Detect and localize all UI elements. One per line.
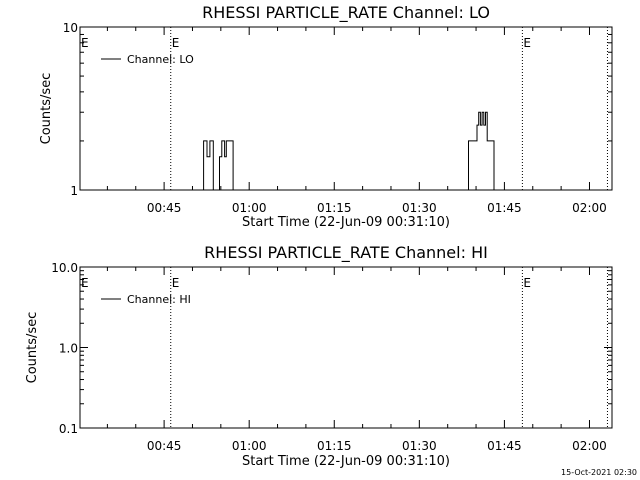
x-axis-label: Start Time (22-Jun-09 00:31:10): [242, 454, 450, 469]
x-tick-label: 01:45: [487, 201, 522, 215]
legend-label: Channel: LO: [127, 53, 194, 66]
x-tick-label: 01:45: [487, 439, 522, 453]
x-tick-label: 01:30: [402, 439, 437, 453]
y-tick-label: 1: [70, 184, 78, 198]
x-tick-label: 00:45: [147, 201, 182, 215]
y-tick-label: 10.0: [51, 261, 78, 275]
y-axis-label: Counts/sec: [39, 73, 54, 145]
event-label: E: [172, 276, 180, 290]
event-label: E: [523, 276, 531, 290]
series-line: [203, 111, 495, 191]
plot-frame: [79, 266, 613, 429]
plot-frame: [79, 26, 613, 191]
x-axis-label: Start Time (22-Jun-09 00:31:10): [242, 215, 450, 230]
panel-2: RHESSI PARTICLE_RATE Channel: HI E E E 00:45…: [25, 243, 613, 469]
panel-1: RHESSI PARTICLE_RATE Channel: LO E E E 00:45…: [39, 3, 613, 230]
y-tick-label: 0.1: [59, 422, 78, 436]
x-tick-label: 02:00: [572, 201, 607, 215]
event-label: E: [172, 36, 180, 50]
chart-title: RHESSI PARTICLE_RATE Channel: HI: [204, 243, 488, 263]
event-label: E: [81, 36, 89, 50]
y-tick-label: 1.0: [59, 342, 78, 356]
event-label: E: [523, 36, 531, 50]
y-axis-label: Counts/sec: [25, 312, 40, 384]
x-tick-label: 02:00: [572, 439, 607, 453]
x-tick-label: 00:45: [147, 439, 182, 453]
x-tick-label: 01:15: [317, 439, 352, 453]
legend-label: Channel: HI: [127, 293, 191, 306]
y-tick-label: 10: [63, 21, 78, 35]
x-tick-label: 01:30: [402, 201, 437, 215]
x-tick-label: 01:00: [232, 201, 267, 215]
x-tick-label: 01:15: [317, 201, 352, 215]
chart-title: RHESSI PARTICLE_RATE Channel: LO: [202, 3, 490, 23]
x-tick-label: 01:00: [232, 439, 267, 453]
event-label: E: [81, 276, 89, 290]
footer-timestamp: 15-Oct-2021 02:30: [561, 468, 637, 477]
